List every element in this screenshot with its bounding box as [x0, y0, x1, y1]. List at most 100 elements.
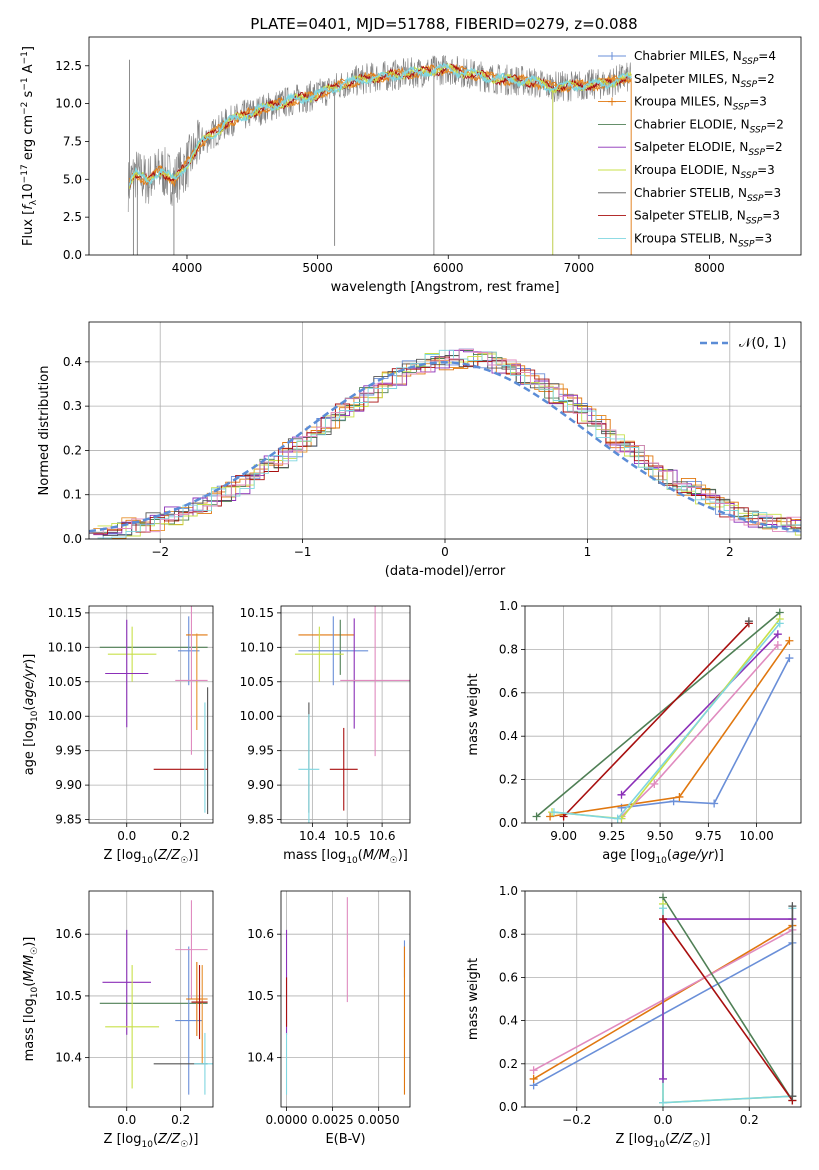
x-tick-label: 1: [584, 545, 592, 559]
weight-marker: [529, 1066, 538, 1075]
weight-marker: [659, 904, 667, 913]
weight-marker: [549, 808, 558, 817]
panel-z_weight: −0.2 0.0 0.2 0.0 0.2 0.4 0.6 0.8 1.0 Z [log10(Z/Z…: [466, 884, 802, 1150]
data-point: [105, 619, 149, 728]
axes-frame: [88, 890, 214, 1108]
weight-marker: [788, 902, 797, 911]
axes-frame: [88, 605, 214, 824]
y-tick-label: 10.00: [48, 709, 82, 723]
x-tick-label: −2: [151, 545, 169, 559]
weight-line: [662, 897, 794, 1101]
legend-marker: [608, 97, 616, 106]
y-tick-label: 0.3: [63, 399, 82, 413]
x-tick-label: 0: [441, 545, 449, 559]
data-point: [298, 714, 320, 823]
y-tick-label: 10.5: [247, 989, 274, 1003]
y-tick-label: 0.0: [63, 532, 82, 546]
weight-marker: [659, 1098, 667, 1107]
legend-label: Chabrier ELODIE, NSSP=2: [634, 117, 784, 135]
y-tick-label: 12.5: [55, 59, 82, 73]
y-tick-label: 0.6: [499, 970, 518, 984]
legend: 𝒩(0, 1): [700, 336, 786, 351]
x-tick-label: 0.0: [653, 1113, 672, 1127]
residual-histogram: [97, 351, 801, 539]
y-tick-label: 10.05: [48, 675, 82, 689]
residual-histogram: [89, 348, 801, 534]
panel-age_weight: 9.00 9.25 9.50 9.75 10.00 0.0 0.2 0.4 0.6 0.8 1.0 a…: [466, 599, 802, 866]
x-axis-label: Z [log10(Z/Z☉)]: [104, 848, 199, 866]
x-axis-label: wavelength [Angstrom, rest frame]: [331, 280, 560, 295]
x-axis-label: E(B-V): [325, 1132, 365, 1147]
axes-frame: [524, 605, 802, 824]
y-tick-label: 5.0: [63, 172, 82, 186]
y-axis-label: mass [log10(M/M☉)]: [22, 937, 40, 1062]
plot-area: [89, 348, 801, 539]
y-tick-label: 10.05: [240, 675, 274, 689]
x-axis-label: Z [log10(Z/Z☉)]: [616, 1132, 711, 1150]
weight-marker: [785, 654, 794, 663]
legend-marker: [608, 52, 616, 60]
weight-marker: [659, 915, 667, 924]
x-tick-label: 9.25: [598, 829, 625, 843]
weight-marker: [773, 641, 782, 650]
y-tick-label: 9.90: [55, 778, 82, 792]
x-tick-label: 8000: [694, 261, 725, 275]
weight-marker: [529, 1074, 538, 1083]
weight-series: [659, 915, 797, 1105]
model-spectrum: [129, 63, 632, 189]
panel-ebv_mass: 0.0000 0.0025 0.0050 10.4 10.5 10.6 E(B-V): [247, 890, 411, 1147]
data-point: [294, 626, 344, 682]
legend-label: Kroupa STELIB, NSSP=3: [634, 231, 772, 249]
weight-marker: [775, 619, 784, 628]
data-point: [175, 900, 208, 999]
plot-area: [532, 608, 794, 823]
x-tick-label: 0.0025: [312, 1113, 354, 1127]
x-tick-label: 0.2: [171, 829, 190, 843]
weight-line: [620, 633, 779, 796]
y-tick-label: 10.10: [240, 640, 274, 654]
y-tick-label: 10.6: [55, 927, 82, 941]
x-tick-label: 0.0050: [358, 1113, 400, 1127]
y-tick-label: 9.85: [247, 813, 274, 827]
x-tick-label: 0.2: [740, 1113, 759, 1127]
y-tick-label: 7.5: [63, 134, 82, 148]
normal-curve: [89, 361, 801, 533]
x-tick-label: 9.00: [550, 829, 577, 843]
axes-frame: [280, 890, 411, 1108]
plot-area: [294, 606, 410, 823]
y-tick-label: 0.1: [63, 488, 82, 502]
panel-z_mass: 0.0 0.2 10.4 10.5 10.6 Z [log10(Z/Z☉)] mass [l…: [22, 890, 214, 1150]
weight-series: [617, 630, 782, 799]
weight-marker: [785, 636, 794, 645]
data-point: [191, 965, 208, 1040]
model-spectrum: [128, 62, 632, 186]
x-tick-label: 2: [726, 545, 734, 559]
weight-series: [549, 619, 784, 823]
data-point: [105, 965, 160, 1089]
weight-line: [563, 622, 750, 818]
y-tick-label: 9.90: [247, 778, 274, 792]
x-tick-label: 0.2: [171, 1113, 190, 1127]
x-tick-label: 4000: [172, 261, 203, 275]
y-tick-label: 0.0: [499, 1100, 518, 1114]
legend-marker: [608, 74, 616, 83]
x-tick-label: −1: [294, 545, 312, 559]
y-tick-label: 0.4: [499, 729, 518, 743]
y-tick-label: 9.95: [247, 744, 274, 758]
x-tick-label: 0.0: [117, 1113, 136, 1127]
panel-residuals: −2 −1 0 1 2 0.0 0.1 0.2 0.3 0.4 𝒩(0, 1) (data-model…: [37, 321, 802, 579]
weight-marker: [788, 1092, 797, 1101]
y-axis-label: Flux [fλ10−17 erg cm−2 s−1 A−1]: [20, 46, 39, 246]
weight-series: [744, 617, 753, 626]
axes-frame: [88, 36, 802, 256]
data-point: [340, 606, 410, 757]
y-tick-label: 10.6: [247, 927, 274, 941]
data-point: [177, 616, 200, 686]
y-tick-label: 10.15: [48, 606, 82, 620]
y-tick-label: 10.0: [55, 97, 82, 111]
y-tick-label: 0.2: [499, 773, 518, 787]
x-tick-label: 6000: [433, 261, 464, 275]
legend-label: Kroupa MILES, NSSP=3: [634, 95, 767, 113]
y-axis-label: mass weight: [466, 958, 481, 1040]
